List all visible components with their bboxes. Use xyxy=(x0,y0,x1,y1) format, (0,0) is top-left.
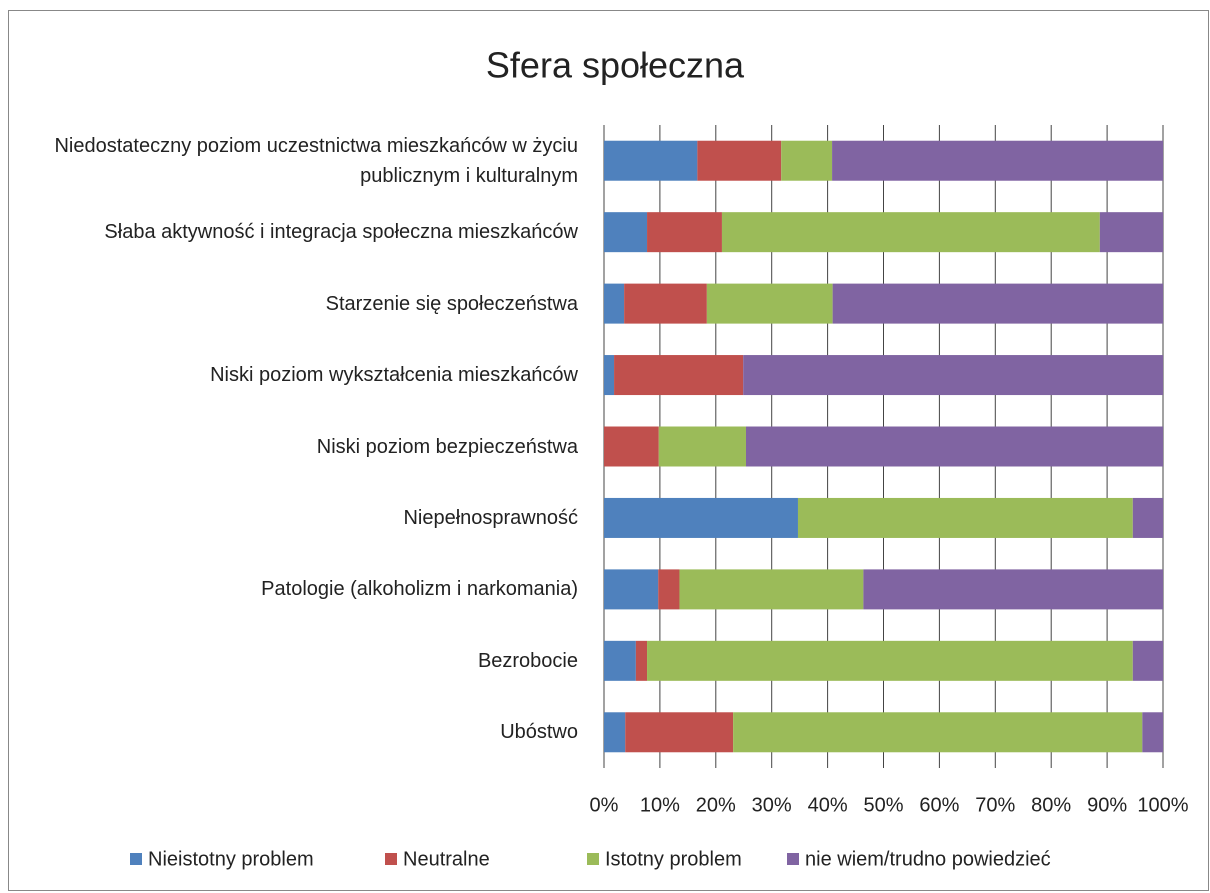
bar-segment xyxy=(697,140,782,181)
x-tick-label: 100% xyxy=(1137,794,1188,816)
bar-segment xyxy=(1132,497,1163,538)
y-tick-label: Patologie (alkoholizm i narkomania) xyxy=(261,578,578,601)
bar-segment xyxy=(604,283,625,324)
bar-segment xyxy=(604,140,698,181)
x-tick-label: 90% xyxy=(1087,794,1127,816)
bar-segment xyxy=(647,212,722,253)
y-tick-label: Bezrobocie xyxy=(477,649,578,672)
y-tick-label: Niepełnosprawność xyxy=(403,506,578,529)
legend-label: Neutralne xyxy=(403,848,490,870)
x-tick-label: 60% xyxy=(919,794,959,816)
y-tick-label: Niedostateczny poziom uczestnictwa miesz… xyxy=(54,134,578,187)
legend-label: nie wiem/trudno powiedzieć xyxy=(805,848,1051,870)
legend-label: Istotny problem xyxy=(605,848,742,870)
bar-segment xyxy=(706,283,833,324)
x-tick-label: 50% xyxy=(863,794,903,816)
x-tick-label: 70% xyxy=(975,794,1015,816)
bar-segment xyxy=(604,712,626,753)
bar-segment xyxy=(625,712,734,753)
bar-segment xyxy=(614,355,744,396)
bar-segment xyxy=(604,640,636,681)
bar-segment xyxy=(604,426,659,467)
bar-segment xyxy=(604,355,615,396)
bar-segment xyxy=(733,712,1143,753)
bar-segment xyxy=(604,212,648,253)
bar-segment xyxy=(781,140,833,181)
y-tick-label: Niski poziom wykształcenia mieszkańców xyxy=(210,364,578,387)
y-tick-label: Starzenie się społeczeństwa xyxy=(325,292,578,315)
bar-segment xyxy=(721,212,1100,253)
bar-segment xyxy=(863,569,1163,610)
y-tick-label: Niski poziom bezpieczeństwa xyxy=(316,435,578,458)
bar-segment xyxy=(658,426,746,467)
legend-marker xyxy=(587,853,599,865)
bar-segment xyxy=(635,640,648,681)
x-tick-label: 0% xyxy=(590,794,619,816)
bar-segment xyxy=(832,140,1163,181)
bar-segment xyxy=(679,569,864,610)
legend-marker xyxy=(787,853,799,865)
bar-segment xyxy=(658,569,680,610)
bar-segment xyxy=(745,426,1163,467)
bar-segment xyxy=(743,355,1163,396)
y-tick-label: Słaba aktywność i integracja społeczna m… xyxy=(104,221,578,244)
bar-segment xyxy=(604,497,798,538)
legend-label: Nieistotny problem xyxy=(148,848,314,870)
x-tick-label: 80% xyxy=(1031,794,1071,816)
legend-marker xyxy=(385,853,397,865)
x-tick-label: 40% xyxy=(808,794,848,816)
x-tick-label: 10% xyxy=(640,794,680,816)
bar-segment xyxy=(647,640,1133,681)
bar-segment xyxy=(1099,212,1163,253)
bar-segment xyxy=(604,569,659,610)
bar-segment xyxy=(1132,640,1163,681)
x-tick-label: 20% xyxy=(696,794,736,816)
y-tick-label: Ubóstwo xyxy=(500,721,578,744)
bar-segment xyxy=(832,283,1163,324)
legend-marker xyxy=(130,853,142,865)
x-tick-label: 30% xyxy=(752,794,792,816)
bar-segment xyxy=(624,283,707,324)
bar-segment xyxy=(797,497,1133,538)
bar-segment xyxy=(1142,712,1163,753)
chart-title: Sfera społeczna xyxy=(486,45,745,86)
